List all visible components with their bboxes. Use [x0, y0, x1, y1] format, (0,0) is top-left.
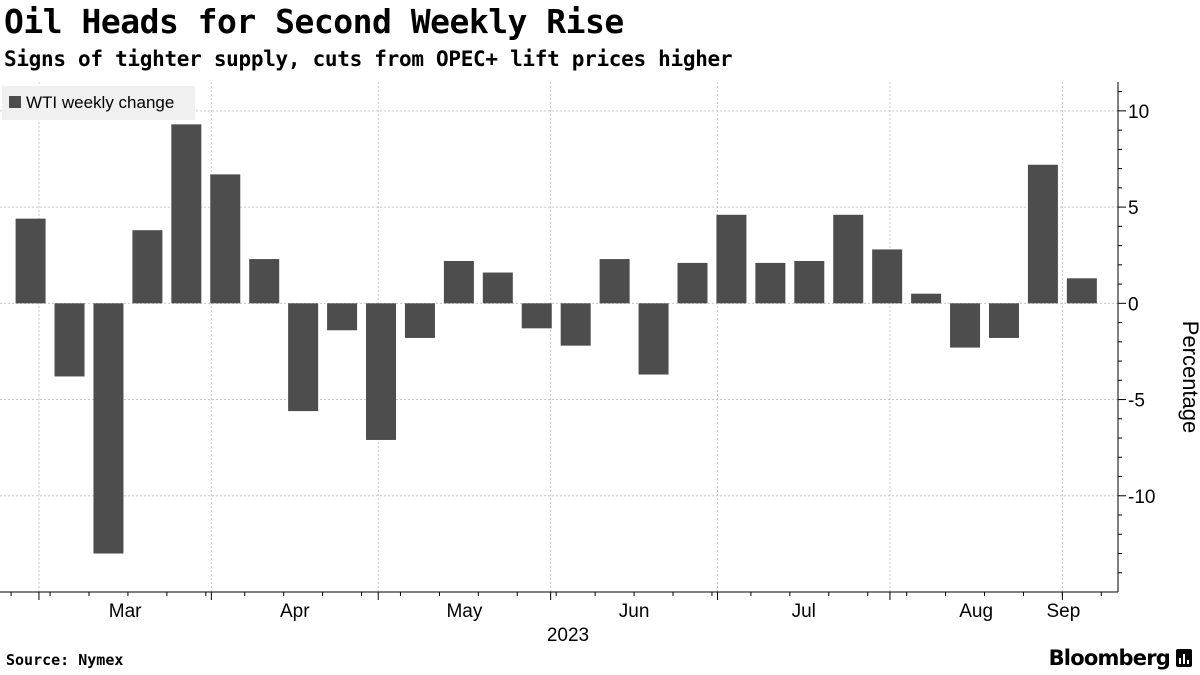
bar — [288, 303, 319, 412]
bar — [794, 260, 825, 304]
bar — [327, 303, 358, 331]
y-tick-label: 0 — [1128, 294, 1139, 315]
legend-box — [2, 86, 195, 120]
legend-label: WTI weekly change — [26, 93, 174, 112]
source-note: Source: Nymex — [6, 651, 124, 669]
x-month-label: May — [446, 601, 482, 622]
bar — [404, 303, 435, 338]
bar — [15, 218, 46, 304]
x-month-label: Aug — [959, 601, 993, 622]
y-tick-label: -10 — [1128, 487, 1155, 508]
x-month-label: Mar — [109, 601, 142, 622]
bar — [872, 249, 903, 304]
bar — [677, 262, 708, 304]
bar — [560, 303, 591, 346]
bar — [638, 303, 669, 375]
bar — [988, 303, 1019, 338]
bar — [833, 214, 864, 304]
bar — [132, 230, 163, 304]
bar — [1027, 164, 1058, 304]
bar — [950, 303, 981, 348]
bar — [366, 303, 397, 440]
bloomberg-logo: Bloomberg — [1049, 646, 1192, 670]
bloomberg-chart-icon — [1176, 649, 1192, 667]
bar — [249, 259, 280, 304]
bar — [521, 303, 552, 329]
chart-title: Oil Heads for Second Weekly Rise — [4, 2, 624, 41]
x-month-label: Jun — [619, 601, 650, 622]
chart-subtitle: Signs of tighter supply, cuts from OPEC+… — [4, 47, 733, 71]
y-axis-title: Percentage — [1178, 321, 1200, 434]
bloomberg-wordmark: Bloomberg — [1048, 646, 1171, 670]
bar — [443, 260, 474, 304]
bar — [911, 293, 942, 304]
x-year-label: 2023 — [547, 625, 589, 646]
bar — [1066, 278, 1097, 304]
x-month-label: Sep — [1046, 601, 1080, 622]
bar — [210, 174, 241, 304]
y-tick-label: 5 — [1128, 198, 1139, 219]
bar — [755, 262, 786, 304]
bar — [599, 259, 630, 304]
bar — [171, 124, 202, 304]
bar — [716, 214, 747, 304]
bar — [93, 303, 124, 554]
x-month-label: Apr — [280, 601, 310, 622]
y-tick-label: -5 — [1128, 391, 1145, 412]
y-tick-label: 10 — [1128, 102, 1149, 123]
legend-swatch — [9, 96, 21, 108]
bar — [482, 272, 513, 304]
x-month-label: Jul — [792, 601, 816, 622]
bar — [54, 303, 85, 377]
